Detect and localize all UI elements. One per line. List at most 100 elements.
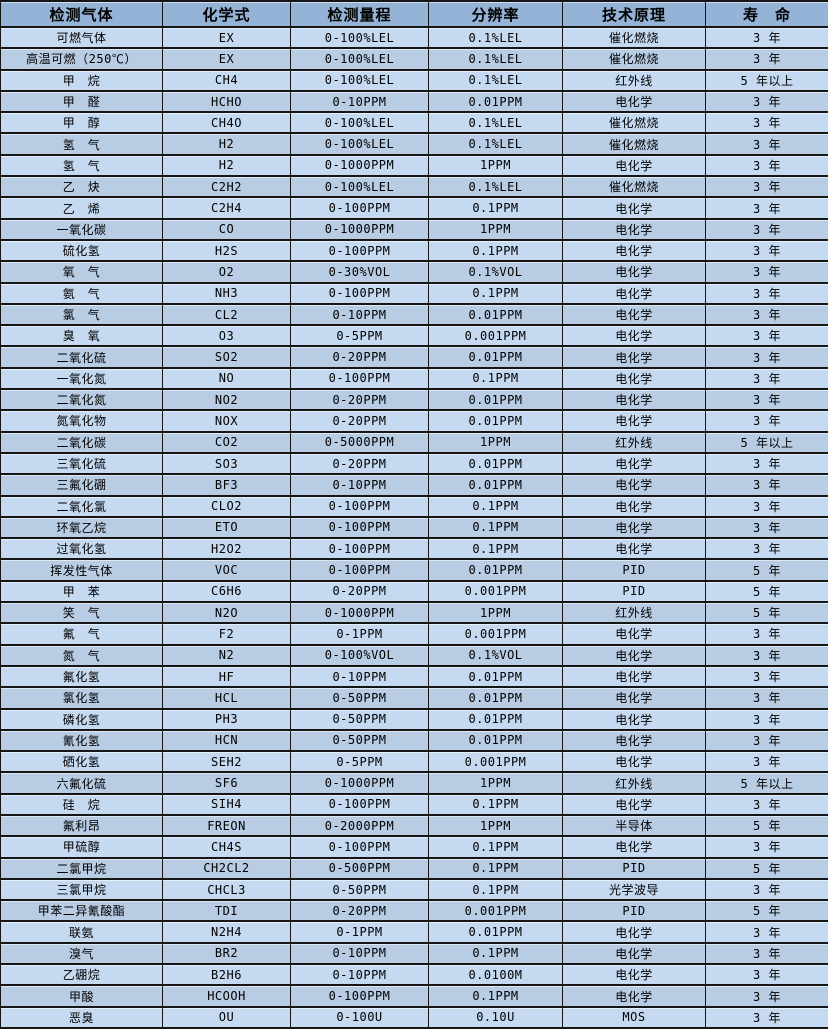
table-row: 氨 气 NH3 0-100PPM 0.1PPM 电化学 3 年	[0, 282, 828, 305]
cell-resolution: 0.1PPM	[428, 495, 563, 518]
cell-principle: 电化学	[562, 282, 706, 305]
cell-range: 0-5PPM	[290, 750, 429, 774]
cell-life: 3 年	[705, 942, 828, 966]
cell-range: 0-100PPM	[290, 793, 429, 816]
cell-formula: TDI	[162, 899, 291, 923]
cell-life: 3 年	[705, 47, 828, 71]
cell-life: 3 年	[705, 495, 828, 518]
cell-formula: SIH4	[162, 793, 291, 816]
cell-life: 3 年	[705, 324, 828, 348]
cell-life: 3 年	[705, 729, 828, 753]
cell-principle: 电化学	[562, 196, 706, 220]
cell-gas: 六氟化硫	[0, 771, 163, 795]
cell-life: 5 年	[705, 601, 828, 625]
cell-range: 0-50PPM	[290, 686, 429, 710]
cell-principle: 电化学	[562, 154, 706, 178]
table-row: 氢 气 H2 0-1000PPM 1PPM 电化学 3 年	[0, 154, 828, 178]
cell-life: 3 年	[705, 388, 828, 412]
cell-gas: 三氧化硫	[0, 452, 163, 476]
cell-resolution: 0.01PPM	[428, 90, 563, 114]
cell-resolution: 0.1%LEL	[428, 111, 563, 135]
cell-gas: 恶臭	[0, 1006, 163, 1029]
cell-formula: HF	[162, 665, 291, 689]
cell-gas: 氰化氢	[0, 729, 163, 753]
cell-range: 0-100PPM	[290, 239, 429, 263]
table-row: 氧 气 O2 0-30%VOL 0.1%VOL 电化学 3 年	[0, 260, 828, 284]
cell-range: 0-20PPM	[290, 388, 429, 412]
table-row: 磷化氢 PH3 0-50PPM 0.01PPM 电化学 3 年	[0, 707, 828, 731]
cell-range: 0-1000PPM	[290, 771, 429, 795]
cell-resolution: 0.01PPM	[428, 686, 563, 710]
cell-principle: 电化学	[562, 622, 706, 646]
cell-range: 0-100%LEL	[290, 111, 429, 135]
cell-principle: 红外线	[562, 431, 706, 454]
cell-formula: HCN	[162, 729, 291, 753]
cell-formula: EX	[162, 47, 291, 71]
table-row: 二氯甲烷 CH2CL2 0-500PPM 0.1PPM PID 5 年	[0, 857, 828, 880]
cell-principle: 催化燃烧	[562, 111, 706, 135]
cell-principle: 催化燃烧	[562, 132, 706, 156]
cell-range: 0-100PPM	[290, 367, 429, 391]
cell-principle: PID	[562, 558, 706, 582]
cell-principle: MOS	[562, 1006, 706, 1029]
cell-gas: 磷化氢	[0, 707, 163, 731]
col-header-resolution: 分辨率	[428, 0, 563, 28]
cell-principle: 电化学	[562, 516, 706, 540]
table-row: 二氧化氮 NO2 0-20PPM 0.01PPM 电化学 3 年	[0, 388, 828, 412]
cell-range: 0-20PPM	[290, 899, 429, 923]
cell-principle: 光学波导	[562, 878, 706, 902]
cell-resolution: 0.10U	[428, 1006, 563, 1029]
cell-resolution: 0.01PPM	[428, 303, 563, 327]
cell-formula: F2	[162, 622, 291, 646]
cell-range: 0-100%VOL	[290, 644, 429, 667]
cell-resolution: 0.01PPM	[428, 409, 563, 433]
col-header-lifespan: 寿 命	[705, 0, 828, 28]
cell-life: 3 年	[705, 963, 828, 987]
cell-range: 0-20PPM	[290, 345, 429, 369]
cell-formula: C2H2	[162, 175, 291, 199]
table-row: 乙 烯 C2H4 0-100PPM 0.1PPM 电化学 3 年	[0, 196, 828, 220]
cell-life: 3 年	[705, 878, 828, 902]
table-row: 恶臭 OU 0-100U 0.10U MOS 3 年	[0, 1006, 828, 1029]
cell-formula: OU	[162, 1006, 291, 1029]
cell-range: 0-50PPM	[290, 878, 429, 902]
cell-principle: 电化学	[562, 963, 706, 987]
cell-resolution: 0.001PPM	[428, 622, 563, 646]
cell-life: 3 年	[705, 793, 828, 816]
cell-gas: 甲硫醇	[0, 835, 163, 859]
cell-life: 3 年	[705, 26, 828, 50]
cell-resolution: 1PPM	[428, 431, 563, 454]
cell-life: 3 年	[705, 303, 828, 327]
cell-resolution: 0.1PPM	[428, 196, 563, 220]
table-row: 甲酸 HCOOH 0-100PPM 0.1PPM 电化学 3 年	[0, 984, 828, 1008]
cell-range: 0-10PPM	[290, 90, 429, 114]
cell-gas: 臭 氧	[0, 324, 163, 348]
cell-life: 3 年	[705, 537, 828, 561]
table-row: 六氟化硫 SF6 0-1000PPM 1PPM 红外线 5 年以上	[0, 771, 828, 795]
cell-resolution: 0.1%VOL	[428, 644, 563, 667]
table-row: 三氟化硼 BF3 0-10PPM 0.01PPM 电化学 3 年	[0, 473, 828, 497]
cell-range: 0-100%LEL	[290, 132, 429, 156]
cell-principle: 电化学	[562, 920, 706, 944]
cell-gas: 甲 苯	[0, 580, 163, 604]
cell-formula: BR2	[162, 942, 291, 966]
cell-resolution: 0.001PPM	[428, 580, 563, 604]
cell-principle: 电化学	[562, 452, 706, 476]
cell-range: 0-10PPM	[290, 303, 429, 327]
cell-resolution: 0.1PPM	[428, 878, 563, 902]
cell-formula: BF3	[162, 473, 291, 497]
cell-life: 3 年	[705, 175, 828, 199]
cell-principle: 电化学	[562, 260, 706, 284]
cell-principle: 催化燃烧	[562, 26, 706, 50]
cell-range: 0-100PPM	[290, 516, 429, 540]
table-row: 氟化氢 HF 0-10PPM 0.01PPM 电化学 3 年	[0, 665, 828, 689]
header-row: 检测气体 化学式 检测量程 分辨率 技术原理 寿 命	[0, 0, 828, 28]
cell-life: 3 年	[705, 409, 828, 433]
cell-resolution: 0.1PPM	[428, 367, 563, 391]
col-header-formula: 化学式	[162, 0, 291, 28]
cell-range: 0-2000PPM	[290, 814, 429, 838]
cell-resolution: 0.1PPM	[428, 942, 563, 966]
col-header-gas: 检测气体	[0, 0, 163, 28]
cell-gas: 二氧化碳	[0, 431, 163, 454]
